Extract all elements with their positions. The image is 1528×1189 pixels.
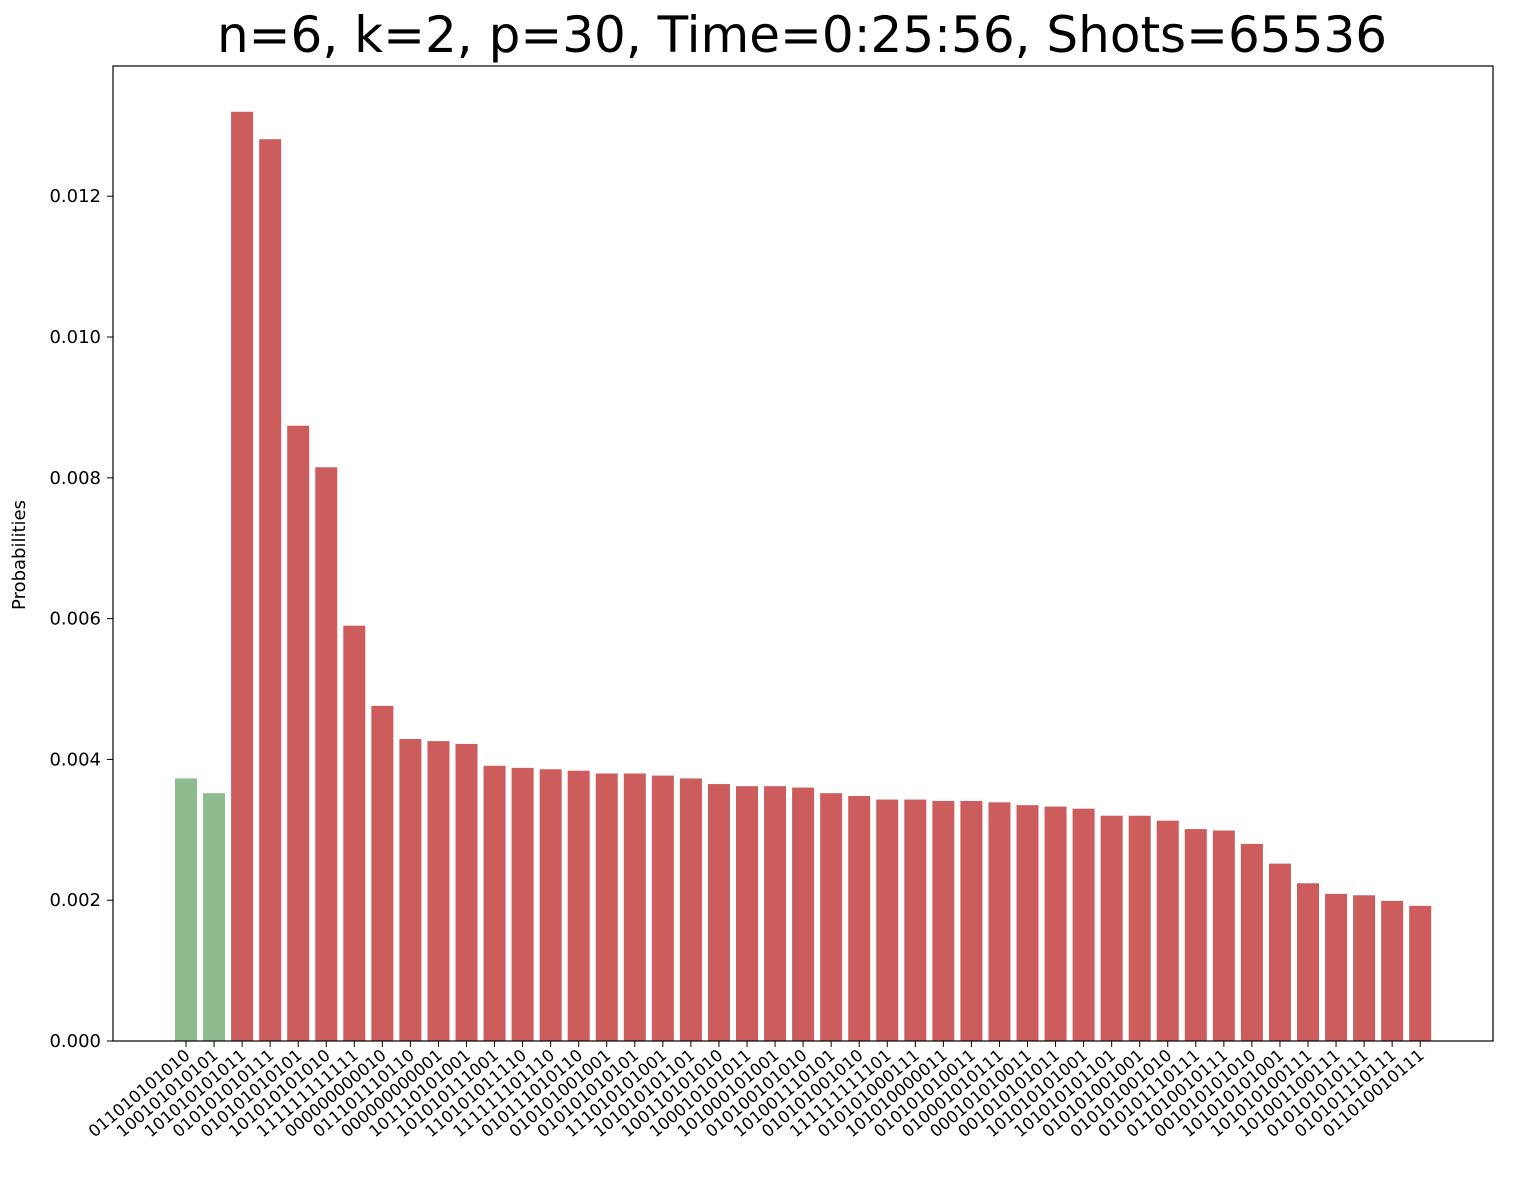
bar-30 bbox=[1016, 805, 1039, 1041]
bar-7 bbox=[371, 705, 394, 1041]
bar-16 bbox=[623, 773, 646, 1041]
y-tick-label-3: 0.006 bbox=[49, 609, 101, 630]
bar-31 bbox=[1044, 806, 1067, 1041]
bar-8 bbox=[399, 739, 422, 1041]
bar-37 bbox=[1212, 830, 1235, 1041]
bar-43 bbox=[1381, 900, 1404, 1041]
bar-27 bbox=[932, 800, 955, 1041]
bar-28 bbox=[960, 800, 983, 1041]
bar-21 bbox=[764, 786, 787, 1041]
bar-24 bbox=[848, 796, 871, 1041]
bar-2 bbox=[231, 111, 254, 1041]
bar-10 bbox=[455, 743, 478, 1041]
bar-32 bbox=[1072, 808, 1095, 1041]
bar-42 bbox=[1353, 895, 1376, 1041]
bar-3 bbox=[259, 139, 282, 1041]
bar-1 bbox=[203, 793, 226, 1041]
bar-29 bbox=[988, 802, 1011, 1041]
bar-26 bbox=[904, 799, 927, 1041]
chart-title: n=6, k=2, p=30, Time=0:25:56, Shots=6553… bbox=[217, 6, 1387, 64]
bar-36 bbox=[1184, 829, 1207, 1041]
y-tick-label-2: 0.004 bbox=[49, 749, 101, 770]
y-tick-label-1: 0.002 bbox=[49, 890, 101, 911]
bar-15 bbox=[595, 773, 618, 1041]
y-tick-label-4: 0.008 bbox=[49, 468, 101, 489]
bar-17 bbox=[651, 775, 674, 1041]
bar-18 bbox=[679, 778, 702, 1041]
bar-35 bbox=[1156, 820, 1179, 1041]
bar-22 bbox=[792, 787, 815, 1041]
bar-34 bbox=[1128, 815, 1151, 1041]
y-tick-label-0: 0.000 bbox=[49, 1031, 101, 1052]
bar-25 bbox=[876, 799, 899, 1041]
bars-layer bbox=[175, 111, 1432, 1042]
bar-40 bbox=[1297, 883, 1319, 1041]
bar-19 bbox=[707, 784, 730, 1041]
bar-5 bbox=[315, 467, 338, 1041]
bar-6 bbox=[343, 625, 366, 1041]
bar-39 bbox=[1268, 863, 1291, 1041]
bar-41 bbox=[1325, 893, 1348, 1041]
bar-33 bbox=[1100, 815, 1123, 1041]
bar-38 bbox=[1240, 843, 1263, 1041]
bar-9 bbox=[427, 741, 450, 1041]
bar-12 bbox=[511, 767, 534, 1041]
bar-44 bbox=[1409, 905, 1432, 1041]
bar-23 bbox=[820, 793, 843, 1041]
bar-4 bbox=[287, 425, 310, 1042]
y-tick-label-6: 0.012 bbox=[49, 186, 101, 207]
ticks-layer: 0110101010101001010101011010101010110101… bbox=[49, 186, 1427, 1141]
y-axis-label: Probabilities bbox=[9, 500, 30, 610]
bar-14 bbox=[567, 770, 590, 1041]
bar-13 bbox=[539, 769, 562, 1041]
bar-20 bbox=[736, 786, 758, 1041]
bar-11 bbox=[483, 765, 506, 1041]
bar-0 bbox=[175, 778, 197, 1041]
y-tick-label-5: 0.010 bbox=[49, 327, 101, 348]
plot-frame bbox=[112, 65, 1494, 1042]
